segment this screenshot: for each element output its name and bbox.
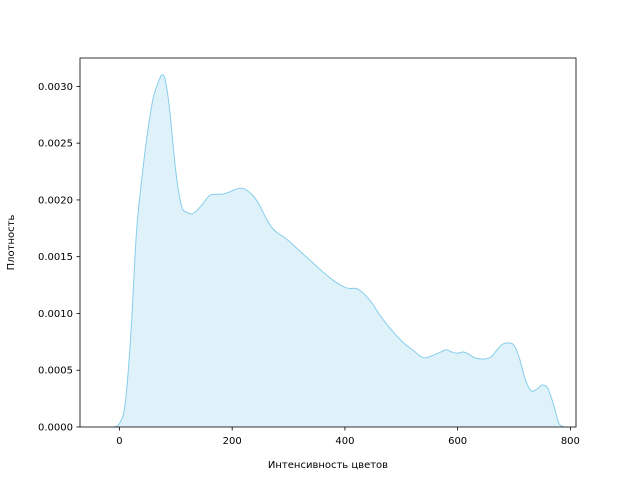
y-tick-label: 0.0030 <box>38 82 73 93</box>
y-tick-label: 0.0005 <box>38 366 73 377</box>
density-area-fill <box>113 74 565 427</box>
axes-frame <box>79 57 577 428</box>
x-tick-label: 200 <box>223 436 242 447</box>
density-curve-line <box>113 74 565 428</box>
y-tick-label: 0.0000 <box>38 423 73 434</box>
plot-area <box>113 74 565 428</box>
x-tick-label: 800 <box>561 436 580 447</box>
y-axis-label: Плотность <box>6 215 17 271</box>
y-axis-ticks: 0.0000 0.0005 0.0010 0.0015 0.0020 0.0025 0.00… <box>38 82 80 434</box>
x-tick-label: 400 <box>335 436 354 447</box>
x-tick-label: 600 <box>448 436 467 447</box>
x-axis-label: Интенсивность цветов <box>268 460 388 471</box>
y-tick-label: 0.0015 <box>38 252 73 263</box>
x-tick-label: 0 <box>116 436 122 447</box>
y-tick-label: 0.0010 <box>38 309 73 320</box>
y-tick-label: 0.0025 <box>38 139 73 150</box>
y-tick-label: 0.0020 <box>38 195 73 206</box>
x-axis-ticks: 0 200 400 600 800 <box>116 427 580 447</box>
